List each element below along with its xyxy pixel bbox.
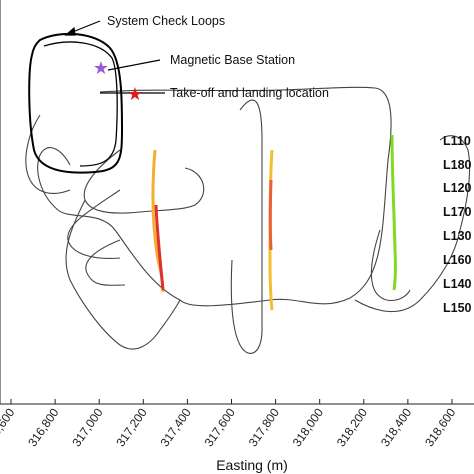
tie-line-center-anomaly <box>268 179 273 251</box>
annotation-arrows <box>64 20 165 94</box>
annotation-base-station: Magnetic Base Station <box>170 53 295 67</box>
x-tick-label: 317,000 <box>69 405 106 449</box>
x-tick-label: 317,800 <box>246 405 283 449</box>
takeoff-star-icon: ★ <box>127 84 143 105</box>
x-axis-ticks: 316,600 316,800 317,000 317,200 317,400 317,6… <box>0 399 459 449</box>
check-loops <box>28 32 124 174</box>
x-tick-label: 318,200 <box>334 405 371 449</box>
survey-line-labels: L110 L180 L120 L170 L130 L160 L140 L150 <box>443 134 472 315</box>
annotation-check-loops: System Check Loops <box>107 14 225 28</box>
survey-line-label-l160: L160 <box>443 253 472 267</box>
x-tick-label: 316,800 <box>25 405 62 449</box>
survey-line-label-l130: L130 <box>443 229 472 243</box>
survey-line-label-l140: L140 <box>443 277 472 291</box>
x-tick-label: 317,400 <box>157 405 194 449</box>
check-loops-inner <box>43 41 118 167</box>
x-tick-label: 318,400 <box>378 405 415 449</box>
survey-line-label-l170: L170 <box>443 205 472 219</box>
survey-line-label-l180: L180 <box>443 158 472 172</box>
x-tick-label: 316,600 <box>0 405 18 449</box>
tie-line-east <box>390 134 397 291</box>
x-tick-label: 317,200 <box>113 405 150 449</box>
base-station-star-icon: ★ <box>93 58 109 79</box>
tie-line-west-anomaly <box>154 204 165 291</box>
x-tick-label: 318,600 <box>422 405 459 449</box>
x-tick-label: 317,600 <box>202 405 239 449</box>
survey-line-label-l150: L150 <box>443 301 472 315</box>
survey-line-label-l110: L110 <box>443 134 471 148</box>
flight-path <box>25 86 471 354</box>
survey-line-label-l120: L120 <box>443 181 472 195</box>
tie-line-center <box>268 149 274 311</box>
x-tick-label: 318,000 <box>290 405 327 449</box>
survey-lines <box>120 138 440 285</box>
x-axis-title: Easting (m) <box>216 457 288 473</box>
tie-lines <box>151 134 397 311</box>
annotation-takeoff: Take-off and landing location <box>170 86 329 100</box>
